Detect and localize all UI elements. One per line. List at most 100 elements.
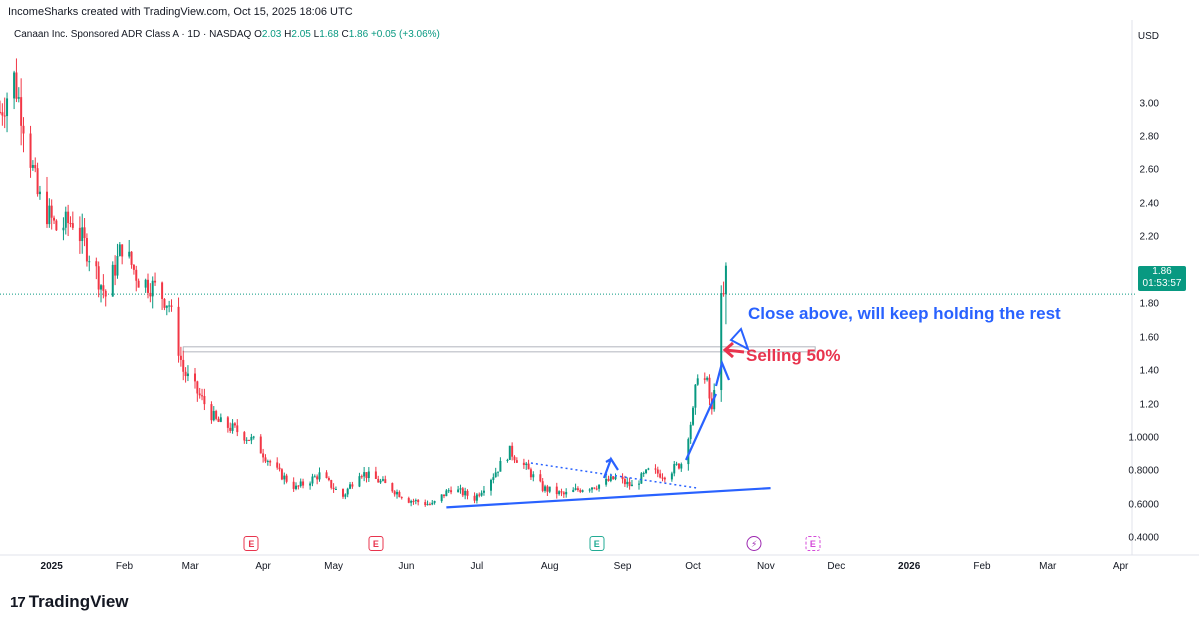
candle-body xyxy=(97,266,100,290)
x-tick-label: Nov xyxy=(756,561,775,572)
candle-body xyxy=(546,486,549,492)
earnings-marker-icon[interactable]: E xyxy=(589,536,605,551)
candle-body xyxy=(100,285,103,290)
last-price-value: 1.86 xyxy=(1152,266,1172,277)
open-key: O xyxy=(254,29,262,40)
candle-body xyxy=(391,483,394,492)
candle-body xyxy=(506,459,509,461)
candle-body xyxy=(374,471,377,479)
candle-body xyxy=(203,396,206,405)
candle-body xyxy=(309,483,312,486)
candle-body xyxy=(311,476,314,484)
candle-body xyxy=(210,404,213,421)
candle-body xyxy=(609,476,612,481)
candle-body xyxy=(269,460,272,463)
candle-body xyxy=(3,115,6,117)
candle-body xyxy=(677,463,680,469)
candle-body xyxy=(245,439,248,441)
candle-body xyxy=(440,494,443,502)
candle-body xyxy=(248,439,251,441)
y-tick-label: 1.40 xyxy=(1139,365,1159,377)
candle-body xyxy=(532,474,535,478)
candle-body xyxy=(565,491,568,495)
candle-body xyxy=(417,500,420,503)
candle-body xyxy=(67,211,70,224)
candle-body xyxy=(492,477,495,480)
candle-body xyxy=(638,483,641,485)
candle-body xyxy=(396,491,399,495)
candle-body xyxy=(579,490,582,492)
candle-body xyxy=(198,393,201,396)
candle-body xyxy=(283,475,286,480)
candle-body xyxy=(226,417,229,428)
resistance-zone xyxy=(182,346,816,353)
candle-body xyxy=(299,481,302,487)
candle-body xyxy=(412,500,415,502)
candle-body xyxy=(360,476,363,478)
candle-body xyxy=(15,72,18,99)
candle-body xyxy=(623,479,626,485)
candle-body xyxy=(689,424,692,440)
earnings-marker-icon[interactable]: E xyxy=(805,536,821,551)
candle-body xyxy=(562,492,565,495)
candle-body xyxy=(706,377,709,380)
candle-body xyxy=(555,486,558,495)
candle-body xyxy=(647,468,650,470)
candle-body xyxy=(297,485,300,487)
candle-body xyxy=(69,223,72,225)
candle-body xyxy=(62,227,65,231)
candle-body xyxy=(426,504,429,506)
y-tick-label: 0.4000 xyxy=(1128,532,1159,544)
candle-body xyxy=(302,481,305,486)
dotted-trendline xyxy=(530,462,698,489)
candle-body xyxy=(346,488,349,495)
last-price-tag: 1.86 01:53:57 xyxy=(1138,266,1186,291)
candle-body xyxy=(114,264,117,276)
earnings-marker-icon[interactable]: E xyxy=(368,536,384,551)
candle-body xyxy=(332,487,335,490)
candle-body xyxy=(219,417,222,422)
y-tick-label: 1.80 xyxy=(1139,298,1159,310)
candle-body xyxy=(161,282,164,299)
support-trendline xyxy=(446,487,771,509)
y-tick-label: 2.60 xyxy=(1139,164,1159,176)
candle-body xyxy=(511,445,514,457)
candle-body xyxy=(280,469,283,480)
tradingview-logo[interactable]: 17 TradingView xyxy=(10,592,129,612)
candle-body xyxy=(630,484,633,487)
candle-body xyxy=(461,488,464,496)
candle-body xyxy=(544,486,547,491)
candle-body xyxy=(111,264,114,297)
currency-label: USD xyxy=(1137,31,1159,42)
candle-body xyxy=(475,494,478,501)
x-tick-label: Jul xyxy=(470,561,484,572)
candle-body xyxy=(149,292,152,297)
candle-body xyxy=(262,453,265,458)
candle-body xyxy=(334,489,337,491)
candle-body xyxy=(170,305,173,307)
candle-body xyxy=(29,133,32,168)
candle-body xyxy=(179,355,182,360)
candle-body xyxy=(607,478,610,481)
candle-body xyxy=(212,411,215,421)
candle-body xyxy=(433,501,436,503)
candle-body xyxy=(642,473,645,475)
candle-body xyxy=(663,477,666,480)
candle-body xyxy=(163,298,166,308)
candle-body xyxy=(654,468,657,470)
candle-body xyxy=(325,472,328,479)
dividend-bolt-icon[interactable]: ⚡ xyxy=(746,536,762,551)
tradingview-logo-icon: 17 xyxy=(10,593,26,611)
candle-body xyxy=(558,491,561,495)
x-tick-label: Jun xyxy=(398,561,415,572)
candle-body xyxy=(358,476,361,487)
earnings-marker-icon[interactable]: E xyxy=(243,536,259,551)
candle-body xyxy=(135,269,138,281)
candle-body xyxy=(450,490,453,493)
x-tick-label: Mar xyxy=(181,561,199,572)
candle-body xyxy=(431,502,434,505)
candle-body xyxy=(144,279,147,288)
candle-body xyxy=(598,484,601,489)
candle-body xyxy=(588,489,591,491)
